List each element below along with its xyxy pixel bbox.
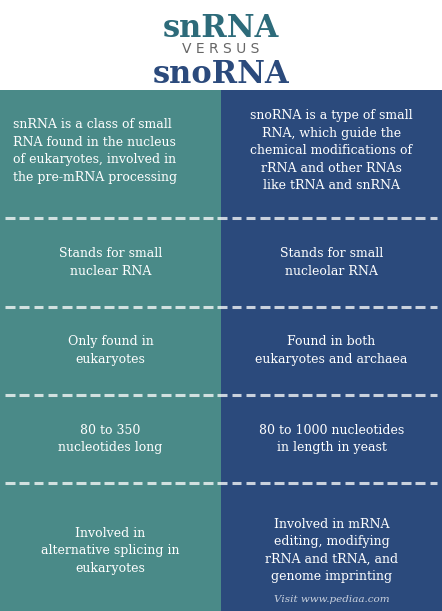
Bar	[221, 211, 442, 225]
Bar	[0, 313, 221, 388]
Text: snoRNA: snoRNA	[152, 59, 290, 90]
Text: Stands for small
nuclear RNA: Stands for small nuclear RNA	[59, 247, 162, 277]
Bar	[221, 477, 442, 490]
Text: snoRNA is a type of small
RNA, which guide the
chemical modifications of
rRNA an: snoRNA is a type of small RNA, which gui…	[250, 109, 413, 192]
Text: V E R S U S: V E R S U S	[182, 42, 260, 56]
Bar	[221, 401, 442, 477]
Text: snRNA: snRNA	[163, 13, 279, 45]
Text: Stands for small
nucleolar RNA: Stands for small nucleolar RNA	[280, 247, 383, 277]
Text: Visit www.pediaa.com: Visit www.pediaa.com	[274, 595, 389, 604]
Bar	[0, 388, 221, 401]
Text: Involved in
alternative splicing in
eukaryotes: Involved in alternative splicing in euka…	[41, 527, 180, 574]
Text: 80 to 1000 nucleotides
in length in yeast: 80 to 1000 nucleotides in length in yeas…	[259, 424, 404, 455]
Text: snRNA is a class of small
RNA found in the nucleus
of eukaryotes, involved in
th: snRNA is a class of small RNA found in t…	[13, 118, 177, 184]
Text: Found in both
eukaryotes and archaea: Found in both eukaryotes and archaea	[255, 335, 408, 366]
Text: Involved in mRNA
editing, modifying
rRNA and tRNA, and
genome imprinting: Involved in mRNA editing, modifying rRNA…	[265, 518, 398, 584]
Bar	[0, 90, 221, 211]
Bar	[221, 388, 442, 401]
Bar	[0, 300, 221, 313]
Bar	[0, 477, 221, 490]
Bar	[221, 90, 442, 211]
Bar	[221, 490, 442, 611]
Bar	[221, 300, 442, 313]
Bar	[0, 401, 221, 477]
Bar	[0, 490, 221, 611]
Bar	[0, 225, 221, 300]
Text: 80 to 350
nucleotides long: 80 to 350 nucleotides long	[58, 424, 163, 455]
Text: Only found in
eukaryotes: Only found in eukaryotes	[68, 335, 153, 366]
Bar	[221, 225, 442, 300]
Bar	[221, 313, 442, 388]
Bar	[0, 211, 221, 225]
